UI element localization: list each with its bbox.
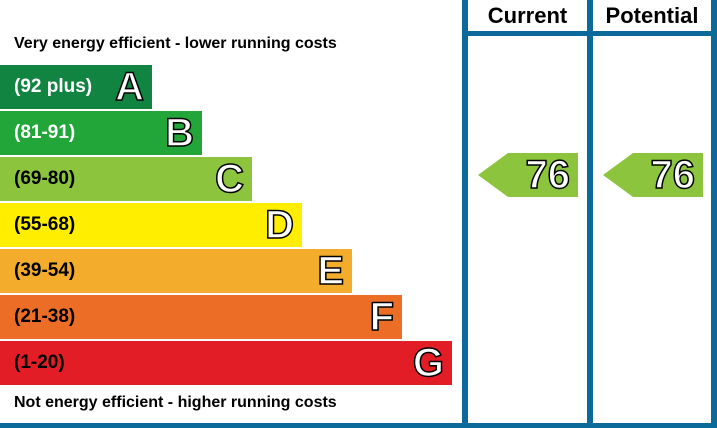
band-letter: E	[317, 248, 345, 294]
band-range-label: (55-68)	[14, 214, 76, 235]
band-c: (69-80) C	[0, 156, 252, 202]
band-range-label: (39-54)	[14, 260, 76, 281]
divider-line-3	[711, 0, 717, 428]
header-underline	[462, 31, 717, 36]
potential-arrow-shape	[603, 153, 703, 197]
band-range-label: (81-91)	[14, 122, 76, 143]
current-rating-arrow: 76	[478, 152, 578, 198]
bottom-border	[0, 423, 717, 428]
band-e: (39-54) E	[0, 248, 352, 294]
band-range-label: (21-38)	[14, 306, 76, 327]
bottom-caption: Not energy efficient - higher running co…	[14, 394, 337, 411]
top-caption: Very energy efficient - lower running co…	[14, 35, 337, 52]
band-letter: G	[412, 340, 445, 386]
band-d: (55-68) D	[0, 202, 302, 248]
current-arrow-shape	[478, 153, 578, 197]
band-letter: F	[369, 294, 395, 340]
band-a: (92 plus) A	[0, 64, 152, 110]
current-header: Current	[487, 3, 568, 28]
band-letter: D	[264, 202, 294, 248]
band-letter: B	[164, 110, 194, 156]
potential-rating-arrow: 76	[603, 152, 703, 198]
band-f: (21-38) F	[0, 294, 402, 340]
divider-line-2	[587, 0, 593, 428]
potential-rating-value: 76	[650, 152, 696, 198]
divider-line-1	[462, 0, 468, 428]
band-g: (1-20) G	[0, 340, 452, 386]
band-letter: A	[114, 64, 144, 110]
current-rating-value: 76	[525, 152, 571, 198]
band-range-label: (69-80)	[14, 168, 76, 189]
band-letter: C	[214, 156, 244, 202]
band-b: (81-91) B	[0, 110, 202, 156]
band-range-label: (1-20)	[14, 352, 65, 373]
potential-header: Potential	[605, 3, 699, 28]
band-range-label: (92 plus)	[14, 76, 93, 97]
